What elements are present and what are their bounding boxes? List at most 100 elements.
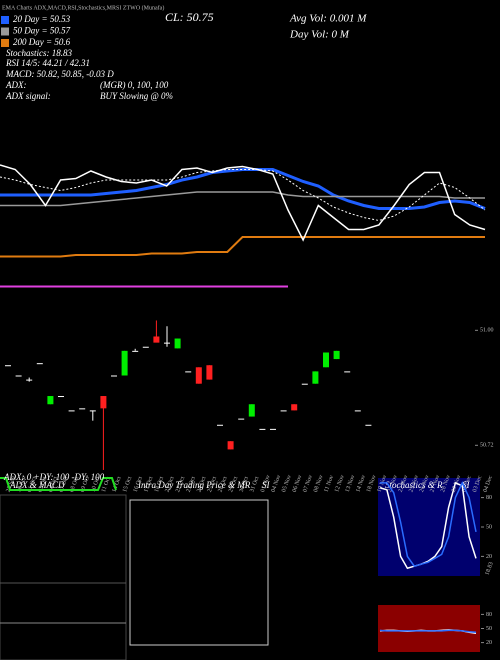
candle-body	[259, 428, 266, 430]
y-tick-label: 20	[486, 640, 492, 646]
x-tick-label: 28 Oct	[218, 476, 229, 494]
annotation: Day Vol: 0 M	[289, 29, 350, 41]
x-tick-label: 02 Dec	[461, 475, 473, 493]
x-tick-label: 31 Oct	[249, 476, 260, 494]
x-tick-label: 12 Nov	[334, 474, 346, 493]
legend-swatch	[1, 27, 9, 36]
annotation: ADX: 0 +DY: 100 -DY: 100	[3, 472, 105, 482]
x-tick-label: 10 Oct	[90, 476, 101, 494]
rsi-panel	[378, 605, 480, 652]
annotation: BUY Slowing @ 0%	[100, 91, 173, 101]
series-line	[0, 191, 485, 207]
candle-body	[132, 350, 139, 352]
candle-body	[36, 363, 43, 365]
candle-body	[185, 371, 192, 373]
series-line	[0, 164, 486, 242]
candle-body	[195, 367, 202, 384]
series-line	[0, 168, 486, 210]
candle-body	[47, 396, 54, 405]
candle-body	[365, 424, 372, 426]
candle-body	[206, 365, 213, 380]
candle-body	[217, 424, 223, 426]
annotation: ADX signal:	[5, 91, 51, 101]
x-tick-label: 18 Oct	[154, 476, 165, 494]
x-tick-label: 21 Nov	[387, 474, 399, 493]
annotation: ADX:	[5, 80, 27, 90]
y-tick-label: 51.00	[480, 328, 494, 334]
candle-body	[79, 408, 86, 410]
x-tick-label: 13 Nov	[345, 474, 357, 493]
x-tick-label: 09 Oct	[80, 476, 91, 494]
candle-body	[5, 365, 11, 367]
chart-title: EMA Charts ADX,MACD,RSI,Stochastics,MRSI…	[2, 4, 164, 11]
x-tick-label: 07 Nov	[302, 474, 314, 493]
legend-entry: 50 Day = 50.57	[13, 26, 71, 36]
x-tick-label: 14 Oct	[112, 476, 123, 494]
candle-body	[301, 383, 308, 385]
x-tick-label: 30 Oct	[239, 476, 250, 494]
x-tick-label: 08 Nov	[313, 474, 325, 493]
legend-entry: 20 Day = 50.53	[13, 14, 71, 24]
series-line	[379, 629, 477, 634]
candle-body	[26, 379, 33, 381]
x-tick-label: 25 Nov	[408, 474, 420, 493]
series-line	[379, 481, 477, 570]
x-tick-label: 28 Nov	[440, 474, 452, 493]
panel-subtitle: SI	[262, 480, 271, 490]
y-tick-label: 50	[486, 524, 492, 530]
x-tick-label: 04 Oct	[48, 476, 59, 494]
x-tick-label: 22 Nov	[398, 474, 410, 493]
x-tick-label: 17 Oct	[143, 476, 154, 494]
candle-body	[89, 410, 96, 412]
candle-body	[227, 441, 234, 450]
x-tick-label: 03 Oct	[37, 476, 48, 494]
x-tick-label: 11 Oct	[101, 476, 112, 493]
x-tick-label: 27 Nov	[430, 474, 442, 493]
x-tick-label: 08 Oct	[69, 476, 80, 494]
x-tick-label: 01 Nov	[260, 474, 272, 493]
adx-panel	[0, 494, 127, 660]
x-tick-label: 06 Nov	[292, 474, 304, 493]
annotation: CL: 50.75	[165, 10, 214, 24]
y-tick-label: 20	[486, 554, 492, 560]
x-tick-label: 14 Nov	[355, 474, 367, 493]
panel-title: ADX & MACD	[9, 480, 65, 490]
candle-body	[142, 346, 149, 348]
panel-subtitle: SI	[462, 480, 471, 490]
x-tick-label: 01 Oct	[27, 476, 38, 494]
panel-title: Stochastics & R	[385, 480, 443, 490]
x-tick-label: 16 Oct	[133, 476, 144, 494]
x-tick-label: 07 Oct	[59, 476, 70, 494]
x-tick-label: 24 Oct	[196, 476, 207, 494]
annotation: (MGR) 0, 100, 100	[100, 80, 169, 90]
y-tick-label: 50.72	[480, 443, 494, 449]
candle-body	[248, 404, 255, 417]
annotation: Stochastics: 18.83	[6, 48, 72, 58]
candle-body	[100, 396, 107, 409]
adx-line	[0, 477, 117, 491]
x-tick-label: 25 Oct	[207, 476, 218, 494]
x-tick-label: 29 Oct	[228, 476, 239, 494]
annotation: MACD: 50.82, 50.85, -0.03 D	[5, 69, 114, 79]
annotation: RSI 14/5: 44.21 / 42.31	[5, 58, 90, 68]
intraday-panel	[129, 499, 269, 646]
candle-body	[291, 404, 298, 411]
legend-entry: 200 Day = 50.6	[13, 37, 71, 47]
candle-body	[323, 352, 329, 368]
candle-body	[111, 375, 117, 377]
candle-body	[270, 428, 276, 430]
x-tick-label: 03 Dec	[472, 475, 484, 493]
candle-body	[68, 410, 75, 412]
x-tick-label: 11 Nov	[324, 475, 336, 494]
annotation: 18.83	[485, 561, 495, 576]
candle-body	[344, 371, 351, 373]
x-tick-label: 15 Oct	[122, 476, 133, 494]
candle-body	[153, 336, 160, 343]
series-line	[0, 236, 485, 258]
y-tick-label: 50	[486, 626, 492, 632]
panel-title: Intra Day Trading Price & MR	[137, 480, 251, 490]
candle-body	[238, 418, 245, 420]
x-tick-label: 19 Nov	[377, 474, 389, 493]
